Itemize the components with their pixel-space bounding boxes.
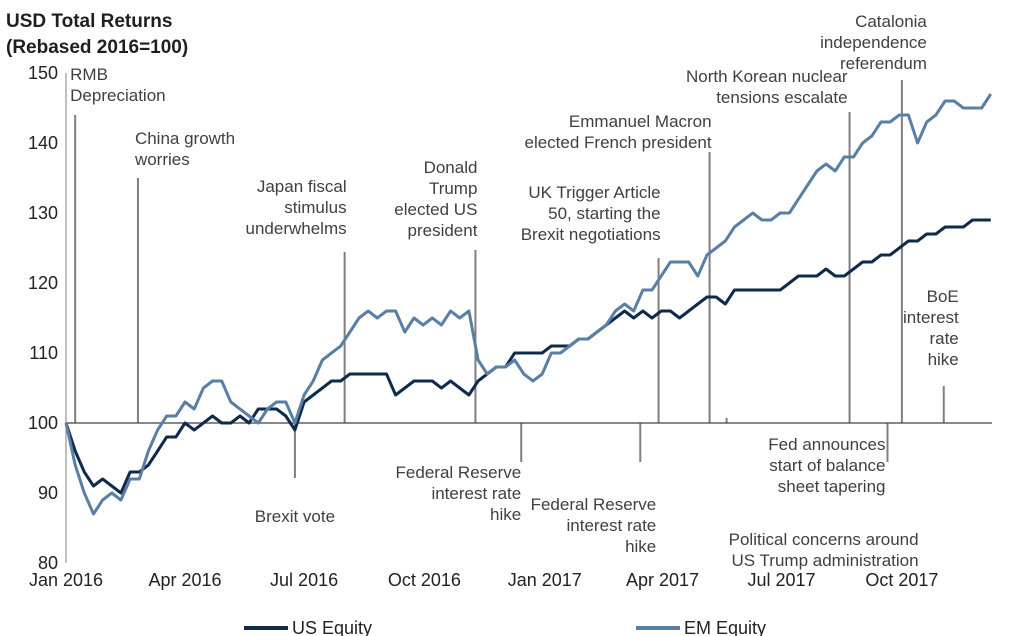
annotation-label: Brexit vote <box>255 507 335 526</box>
annotation-label: Depreciation <box>70 86 165 105</box>
x-tick-label: Jul 2016 <box>270 570 338 590</box>
annotation-label: Federal Reserve <box>396 463 522 482</box>
annotation-label: president <box>408 221 478 240</box>
series-line-em-equity <box>64 93 993 516</box>
annotation-label: North Korean nuclear <box>686 67 848 86</box>
annotation-labels: RMB Depreciation China growth worries Brexit… <box>70 12 959 570</box>
x-tick-label: Oct 2016 <box>388 570 461 590</box>
annotation-label: tensions escalate <box>716 88 847 107</box>
x-tick-label: Jan 2016 <box>29 570 103 590</box>
y-tick-label: 150 <box>28 63 58 83</box>
series-lines <box>64 93 993 516</box>
annotation-label: underwhelms <box>246 219 347 238</box>
annotation-label: rate <box>929 329 958 348</box>
chart-title: USD Total Returns <box>6 11 172 32</box>
annotation-label: Japan fiscal <box>257 177 347 196</box>
y-tick-label: 110 <box>29 343 58 363</box>
annotation-label: China growth <box>135 129 235 148</box>
x-tick-label: Apr 2017 <box>626 570 699 590</box>
chart-subtitle: (Rebased 2016=100) <box>6 37 188 58</box>
x-tick-label: Apr 2016 <box>149 570 222 590</box>
y-tick-label: 130 <box>28 203 58 223</box>
annotation-label: UK Trigger Article <box>528 183 660 202</box>
y-tick-label: 80 <box>38 553 58 573</box>
annotation-label: elected French president <box>524 133 711 152</box>
annotation-label: elected US <box>394 200 477 219</box>
y-tick-label: 140 <box>28 133 58 153</box>
annotation-label: Political concerns around <box>729 530 919 549</box>
annotation-label: Emmanuel Macron <box>569 112 712 131</box>
legend-label: EM Equity <box>684 618 766 636</box>
x-tick-label: Jan 2017 <box>508 570 582 590</box>
y-tick-label: 90 <box>38 483 58 503</box>
annotation-label: BoE <box>927 287 959 306</box>
annotation-label: referendum <box>840 54 927 73</box>
annotation-label: hike <box>625 537 656 556</box>
y-tick-label: 100 <box>28 413 58 433</box>
annotation-label: hike <box>490 505 521 524</box>
annotation-label: interest <box>903 308 959 327</box>
annotation-label: start of balance <box>769 456 885 475</box>
annotation-label: 50, starting the <box>548 204 660 223</box>
annotation-label: RMB <box>70 65 108 84</box>
annotation-label: interest rate <box>567 516 657 535</box>
annotation-label: Brexit negotiations <box>521 225 661 244</box>
annotation-label: stimulus <box>284 198 346 217</box>
annotation-label: Donald <box>424 158 478 177</box>
annotation-label: interest rate <box>431 484 521 503</box>
annotation-label: Catalonia <box>855 12 927 31</box>
annotation-label: US Trump administration <box>732 551 919 570</box>
y-tick-label: 120 <box>28 273 58 293</box>
legend: US Equity EM Equity <box>244 618 766 636</box>
annotation-label: sheet tapering <box>778 477 886 496</box>
x-tick-label: Oct 2017 <box>865 570 938 590</box>
annotation-label: Federal Reserve <box>531 495 657 514</box>
annotation-label: independence <box>820 33 927 52</box>
annotation-lines <box>74 80 945 478</box>
annotation-label: Trump <box>429 179 478 198</box>
legend-label: US Equity <box>292 618 372 636</box>
annotation-label: hike <box>928 350 959 369</box>
annotation-label: worries <box>134 150 190 169</box>
series-line-us-equity <box>64 218 991 495</box>
axes: 80 90 100 110 120 130 140 150 Jan 2016 Apr 2016 Ju… <box>28 63 992 590</box>
annotation-label: Fed announces <box>768 435 885 454</box>
x-tick-label: Jul 2017 <box>748 570 816 590</box>
